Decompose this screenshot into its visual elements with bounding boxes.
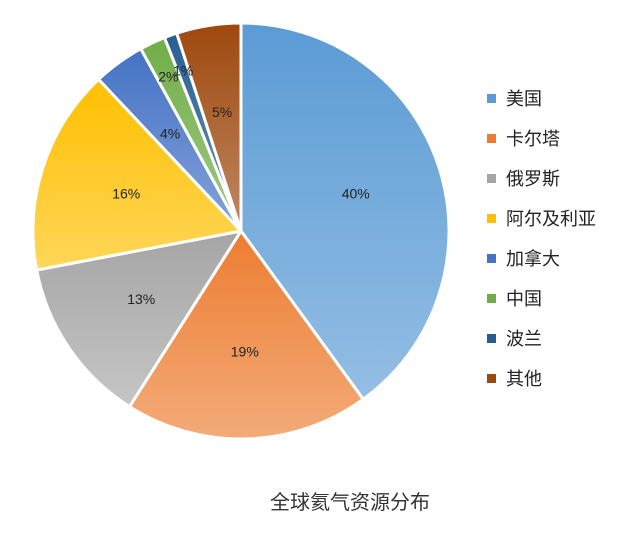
legend-swatch (487, 373, 496, 383)
legend-label: 波兰 (506, 329, 542, 350)
pie-slices (31, 21, 451, 441)
pie-slice (31, 77, 243, 272)
legend-swatch (487, 253, 496, 263)
legend-swatch (487, 293, 496, 303)
legend-swatch (487, 93, 496, 103)
legend-item: 中国 (487, 278, 596, 318)
pie-slice (175, 21, 243, 233)
legend-label: 加拿大 (506, 249, 560, 270)
slice-data-label: 13% (127, 291, 155, 307)
chart-legend: 美国卡尔塔俄罗斯阿尔及利亚加拿大中国波兰其他 (487, 78, 596, 398)
legend-item: 阿尔及利亚 (487, 198, 596, 238)
pie-slice (35, 229, 243, 409)
legend-label: 阿尔及利亚 (506, 209, 596, 230)
slice-data-label: 2% (158, 69, 178, 85)
slice-data-label: 1% (173, 63, 193, 79)
legend-label: 中国 (506, 289, 542, 310)
legend-item: 俄罗斯 (487, 158, 596, 198)
slice-data-label: 5% (212, 104, 232, 120)
legend-item: 美国 (487, 78, 596, 118)
legend-swatch (487, 173, 496, 183)
legend-label: 卡尔塔 (506, 129, 560, 150)
legend-swatch (487, 213, 496, 223)
legend-label: 美国 (506, 89, 542, 110)
legend-item: 其他 (487, 358, 596, 398)
pie-data-labels: 40% 19% 13% 16% 4% 2%1% 5% (112, 63, 370, 360)
legend-swatch (487, 133, 496, 143)
slice-data-label: 40% (342, 186, 370, 202)
slice-data-label: 16% (112, 186, 140, 202)
pie-slice (128, 229, 365, 441)
legend-item: 加拿大 (487, 238, 596, 278)
pie-slice (239, 21, 451, 401)
legend-swatch (487, 333, 496, 343)
legend-item: 波兰 (487, 318, 596, 358)
legend-item: 卡尔塔 (487, 118, 596, 158)
chart-title: 全球氦气资源分布 (270, 490, 430, 514)
legend-label: 俄罗斯 (506, 169, 560, 190)
slice-data-label: 4% (160, 125, 180, 141)
legend-label: 其他 (506, 369, 542, 390)
slice-data-label: 19% (231, 344, 259, 360)
